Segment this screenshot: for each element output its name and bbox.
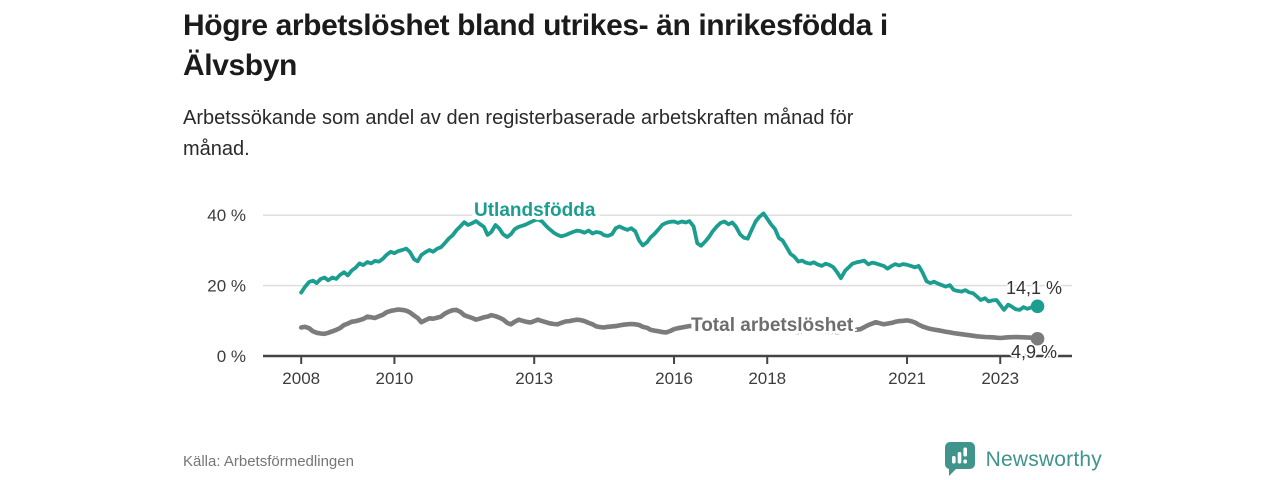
x-tick-label: 2013 <box>515 369 553 388</box>
x-tick-label: 2016 <box>655 369 693 388</box>
y-tick-label: 0 % <box>217 347 246 366</box>
newsworthy-logo-text: Newsworthy <box>985 448 1102 471</box>
series-label-utlandsfodda: Utlandsfödda <box>474 200 596 221</box>
x-tick-label: 2008 <box>282 369 320 388</box>
x-tick-label: 2018 <box>748 369 786 388</box>
end-value-label-utlandsfodda: 14,1 % <box>1006 278 1063 298</box>
newsworthy-logo-icon <box>944 442 975 476</box>
x-tick-label: 2023 <box>981 369 1019 388</box>
title-line-2: Älvsbyn <box>183 49 297 82</box>
subtitle-line-2: månad. <box>183 138 250 160</box>
series-end-dot-utlandsfodda <box>1030 299 1045 314</box>
x-tick-label: 2010 <box>376 369 414 388</box>
x-tick-label: 2021 <box>888 369 926 388</box>
series-end-dot-total <box>1030 331 1045 346</box>
title-line-1: Högre arbetslöshet bland utrikes- än inr… <box>183 9 888 42</box>
y-tick-label: 40 % <box>207 206 246 225</box>
newsworthy-logo: Newsworthy <box>944 442 1102 478</box>
source-attribution: Källa: Arbetsförmedlingen <box>183 453 354 470</box>
series-line-total <box>298 307 1040 342</box>
subtitle-line-1: Arbetssökande som andel av den registerb… <box>183 107 854 129</box>
series-line-utlandsfodda <box>299 211 1040 312</box>
series-label-total-arbetsloshet: Total arbetslöshet <box>691 315 854 336</box>
page-title: Högre arbetslöshet bland utrikes- än inr… <box>183 6 888 86</box>
end-value-label-total: 4,9 % <box>1011 342 1058 362</box>
chart-subtitle: Arbetssökande som andel av den registerb… <box>183 103 853 165</box>
y-tick-label: 20 % <box>207 277 246 296</box>
